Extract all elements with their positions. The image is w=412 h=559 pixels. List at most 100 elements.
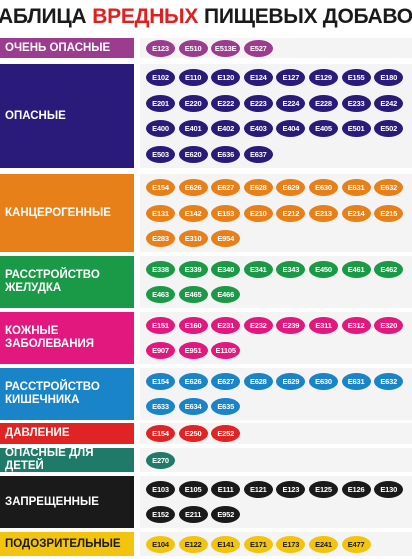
- additive-code-chip: E502: [374, 120, 404, 138]
- additive-code-chip: E152: [146, 506, 175, 524]
- additive-code-chip: E462: [374, 260, 404, 278]
- additive-code-chip: E513E: [211, 39, 241, 57]
- additive-code-chip: E630: [309, 372, 338, 390]
- additive-code-chip: E154: [146, 178, 175, 196]
- category-row-intestine: РАССТРОЙСТВО КИШЕЧНИКА E154 E626 E627 E628 E6…: [0, 368, 412, 420]
- category-label: РАССТРОЙСТВО ЖЕЛУДКА: [0, 256, 134, 308]
- additive-code-chip: E222: [211, 94, 241, 112]
- additive-codes: E151 E160 E231 E232 E239 E311 E312 E320 E907 E951…: [146, 312, 408, 364]
- additive-code-chip: E629: [276, 178, 306, 196]
- additive-codes: E270: [146, 448, 408, 472]
- additive-code-chip: E632: [374, 372, 404, 390]
- additive-code-chip: E628: [243, 178, 273, 196]
- additive-code-chip: E338: [146, 260, 175, 278]
- additive-code-chip: E339: [178, 260, 208, 278]
- additive-code-chip: E501: [341, 120, 371, 138]
- additive-code-chip: E466: [211, 286, 241, 304]
- additive-code-chip: E951: [178, 342, 208, 360]
- additive-code-chip: E125: [309, 480, 338, 498]
- additive-code-chip: E503: [146, 146, 175, 164]
- additive-code-chip: E223: [243, 94, 273, 112]
- additive-code-chip: E126: [341, 480, 371, 498]
- additive-code-chip: E102: [146, 68, 175, 86]
- additive-code-chip: E252: [211, 425, 241, 442]
- additive-code-chip: E627: [211, 178, 241, 196]
- category-row-pressure: ДАВЛЕНИЕ E154 E250 E252: [0, 423, 412, 444]
- additive-code-chip: E232: [243, 316, 273, 334]
- page-title: ТАБЛИЦА ВРЕДНЫХ ПИЩЕВЫХ ДОБАВОК: [0, 0, 412, 34]
- additive-code-chip: E461: [341, 260, 371, 278]
- additive-code-chip: E160: [178, 316, 208, 334]
- category-label: КОЖНЫЕ ЗАБОЛЕВАНИЯ: [0, 312, 134, 364]
- additive-code-chip: E626: [178, 178, 208, 196]
- category-row-children: ОПАСНЫЕ ДЛЯ ДЕТЕЙ E270: [0, 447, 412, 472]
- additive-code-chip: E510: [178, 39, 208, 57]
- category-row-dangerous: ОПАСНЫЕ E102 E110 E120 E124 E127 E129 E155 E180 E…: [0, 64, 412, 168]
- additive-code-chip: E224: [276, 94, 306, 112]
- additive-code-chip: E629: [276, 372, 306, 390]
- additive-code-chip: E210: [243, 204, 273, 222]
- additive-code-chip: E103: [146, 480, 175, 498]
- additive-code-chip: E270: [146, 451, 175, 469]
- additive-code-chip: E124: [243, 68, 273, 86]
- category-row-very-dangerous: ОЧЕНЬ ОПАСНЫЕ E123 E510 E513E E527: [0, 38, 412, 58]
- additive-code-chip: E343: [276, 260, 306, 278]
- category-label: ОЧЕНЬ ОПАСНЫЕ: [0, 38, 134, 58]
- additive-code-chip: E283: [146, 230, 175, 248]
- additive-code-chip: E631: [341, 178, 371, 196]
- row-background: [140, 38, 412, 58]
- additive-code-chip: E631: [341, 372, 371, 390]
- additive-codes: E102 E110 E120 E124 E127 E129 E155 E180 E201 E220…: [146, 64, 408, 168]
- additive-code-chip: E180: [374, 68, 404, 86]
- additive-code-chip: E628: [243, 372, 273, 390]
- category-label: ПОДОЗРИТЕЛЬНЫЕ: [0, 532, 134, 556]
- category-label: ОПАСНЫЕ ДЛЯ ДЕТЕЙ: [0, 447, 134, 472]
- additive-code-chip: E241: [309, 535, 338, 553]
- row-background: [140, 448, 412, 472]
- additive-code-chip: E400: [146, 120, 175, 138]
- additive-code-chip: E627: [211, 372, 241, 390]
- additive-code-chip: E141: [211, 535, 241, 553]
- additive-code-chip: E201: [146, 94, 175, 112]
- additive-code-chip: E220: [178, 94, 208, 112]
- additive-code-chip: E239: [276, 316, 306, 334]
- row-background: [140, 423, 412, 444]
- additive-code-chip: E630: [309, 178, 338, 196]
- additive-code-chip: E131: [146, 204, 175, 222]
- additive-codes: E123 E510 E513E E527: [146, 38, 408, 58]
- additive-code-chip: E1105: [211, 342, 241, 360]
- additive-code-chip: E111: [211, 480, 241, 498]
- additive-code-chip: E151: [146, 316, 175, 334]
- additive-code-chip: E173: [276, 535, 306, 553]
- additive-code-chip: E340: [211, 260, 241, 278]
- category-label: КАНЦЕРОГЕННЫЕ: [0, 174, 134, 252]
- title-part-2: ВРЕДНЫХ: [92, 5, 199, 28]
- additive-code-chip: E635: [211, 398, 241, 416]
- additive-code-chip: E634: [178, 398, 208, 416]
- additive-code-chip: E954: [211, 230, 241, 248]
- additive-code-chip: E404: [276, 120, 306, 138]
- additive-code-chip: E171: [243, 535, 273, 553]
- additive-code-chip: E242: [374, 94, 404, 112]
- additive-code-chip: E228: [309, 94, 338, 112]
- additive-code-chip: E212: [276, 204, 306, 222]
- additive-codes: E154 E250 E252: [146, 423, 408, 444]
- category-label: ОПАСНЫЕ: [0, 64, 134, 168]
- category-row-stomach: РАССТРОЙСТВО ЖЕЛУДКА E338 E339 E340 E341 E343…: [0, 256, 412, 308]
- additive-code-chip: E401: [178, 120, 208, 138]
- additive-code-chip: E463: [146, 286, 175, 304]
- additive-code-chip: E405: [309, 120, 338, 138]
- additive-code-chip: E110: [178, 68, 208, 86]
- additive-code-chip: E636: [211, 146, 241, 164]
- additive-code-chip: E341: [243, 260, 273, 278]
- additive-code-chip: E626: [178, 372, 208, 390]
- additive-code-chip: E907: [146, 342, 175, 360]
- title-part-1: ТАБЛИЦА: [0, 5, 87, 28]
- additive-code-chip: E121: [243, 480, 273, 498]
- category-label: ДАВЛЕНИЕ: [0, 423, 134, 444]
- additive-code-chip: E122: [178, 535, 208, 553]
- additive-code-chip: E402: [211, 120, 241, 138]
- additive-code-chip: E320: [374, 316, 404, 334]
- additive-code-chip: E952: [211, 506, 241, 524]
- category-row-carcinogenic: КАНЦЕРОГЕННЫЕ E154 E626 E627 E628 E629 E630 E63…: [0, 174, 412, 252]
